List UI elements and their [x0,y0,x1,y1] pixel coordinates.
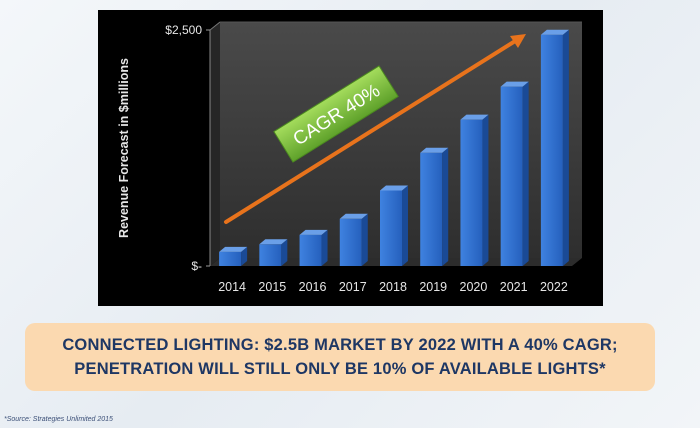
bar-side-2016 [321,229,328,266]
x-tick-label-2016: 2016 [299,280,327,294]
y-tick-label: $2,500 [165,23,202,37]
bar-top-2022 [540,29,569,35]
y-axis-title: Revenue Forecast in $millions [117,58,131,238]
bar-top-2015 [259,239,288,245]
x-tick-label-2019: 2019 [419,280,447,294]
source-footnote: *Source: Strategies Unlimited 2015 [4,416,113,423]
chart-side-wall [210,22,220,266]
cagr-trend-arrow [224,36,522,224]
y-tick-label: $- [191,259,202,273]
bar-2014 [219,251,242,266]
bar-2022 [540,34,563,266]
bar-side-2019 [442,147,449,266]
bar-side-2022 [562,29,569,266]
bar-side-2021 [522,81,529,266]
x-tick-label-2015: 2015 [258,280,286,294]
x-tick-label-2021: 2021 [500,280,528,294]
bar-side-2015 [281,239,288,266]
bar-side-2014 [241,246,248,266]
bar-top-2014 [219,246,248,252]
bar-side-2017 [361,213,368,266]
caption-line-2: PENETRATION WILL STILL ONLY BE 10% OF AV… [74,360,606,378]
bar-top-2017 [339,213,368,219]
x-tick-label-2014: 2014 [218,280,246,294]
bar-2019 [420,152,443,266]
bar-top-2019 [420,147,449,153]
bar-top-2016 [299,229,328,235]
bar-2018 [380,190,402,266]
x-tick-label-2018: 2018 [379,280,407,294]
x-tick-label-2022: 2022 [540,280,568,294]
bar-top-2020 [460,114,489,120]
caption-box: CONNECTED LIGHTING: $2.5B MARKET BY 2022… [25,323,655,391]
revenue-bar-chart: $- $2,500 Revenue Forecast in $millions 201… [117,21,582,294]
bar-2021 [500,86,523,266]
bar-2020 [460,119,483,267]
chart-back-wall [220,22,582,258]
bar-top-2018 [380,185,408,191]
x-tick-label-2020: 2020 [460,280,488,294]
bar-2015 [259,244,282,266]
bar-2017 [339,218,362,266]
gridline-top [209,21,221,31]
chart-panel: $- $2,500 Revenue Forecast in $millions 201… [98,10,603,306]
bar-side-2018 [402,185,408,266]
bar-2016 [299,234,322,266]
cagr-annotation-box [273,65,399,163]
bar-top-2021 [500,81,529,87]
bar-side-2020 [482,114,489,267]
x-tick-label-2017: 2017 [339,280,367,294]
caption-line-1: CONNECTED LIGHTING: $2.5B MARKET BY 2022… [62,336,618,354]
cagr-arrow-head [510,34,526,48]
